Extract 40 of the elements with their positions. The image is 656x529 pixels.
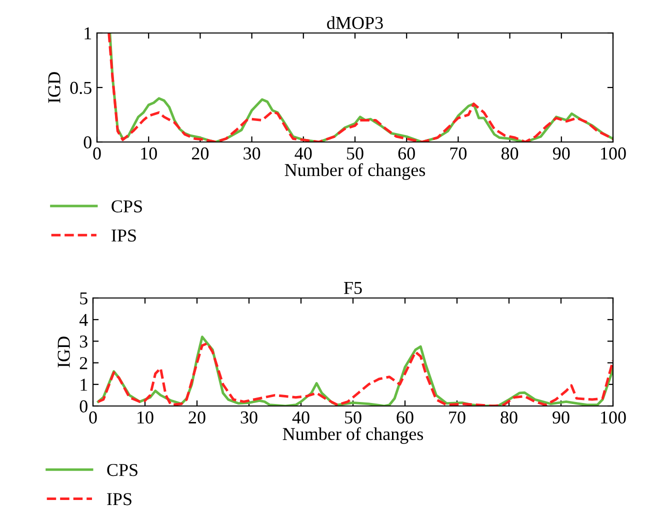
legend-label: IPS bbox=[107, 493, 132, 506]
x-tick-label: 30 bbox=[244, 147, 260, 160]
x-tick-label: 10 bbox=[138, 411, 154, 424]
y-axis-title: IGD bbox=[48, 72, 60, 103]
x-tick-label: 0 bbox=[93, 147, 101, 160]
x-tick-label: 60 bbox=[396, 411, 414, 424]
chart-title: dMOP3 bbox=[327, 16, 383, 30]
x-axis-title: Number of changes bbox=[284, 163, 426, 180]
y-tick-label: 3 bbox=[80, 336, 88, 348]
y-tick-label: 5 bbox=[80, 292, 88, 304]
y-tick-label: 0.5 bbox=[70, 82, 92, 94]
x-tick-label: 100 bbox=[601, 147, 626, 160]
legend-label: CPS bbox=[107, 464, 138, 476]
y-tick-label: 1 bbox=[84, 27, 92, 40]
x-tick-label: 10 bbox=[141, 147, 157, 160]
x-tick-label: 80 bbox=[500, 411, 518, 424]
y-tick-label: 0 bbox=[84, 136, 92, 148]
y-tick-label: 4 bbox=[79, 314, 88, 326]
x-tick-label: 40 bbox=[292, 411, 310, 424]
legend-label: IPS bbox=[112, 229, 136, 242]
chart-title: F5 bbox=[344, 282, 362, 294]
x-tick-label: 50 bbox=[347, 147, 364, 160]
x-tick-label: 20 bbox=[192, 147, 209, 160]
x-tick-label: 80 bbox=[501, 147, 518, 160]
x-tick-label: 40 bbox=[294, 147, 312, 160]
y-tick-label: 0 bbox=[80, 400, 88, 412]
x-tick-label: 90 bbox=[552, 147, 570, 160]
y-tick-label: 1 bbox=[80, 378, 88, 391]
x-tick-label: 70 bbox=[450, 147, 467, 160]
x-tick-label: 30 bbox=[240, 411, 258, 424]
x-tick-label: 70 bbox=[449, 411, 466, 424]
x-tick-label: 60 bbox=[398, 147, 415, 160]
y-tick-label: 2 bbox=[80, 357, 88, 370]
x-tick-label: 20 bbox=[188, 411, 206, 424]
x-tick-label: 100 bbox=[601, 411, 626, 424]
x-tick-label: 90 bbox=[552, 411, 570, 424]
x-tick-label: 50 bbox=[345, 411, 362, 424]
x-axis-title: Number of changes bbox=[282, 427, 424, 444]
y-axis-title: IGD bbox=[58, 336, 70, 368]
legend-label: CPS bbox=[112, 200, 142, 212]
